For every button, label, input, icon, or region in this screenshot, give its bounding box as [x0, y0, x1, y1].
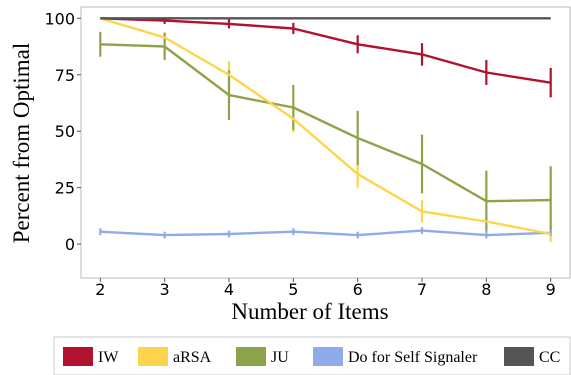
iw-legend-label: IW: [98, 349, 119, 366]
y-tick-label: 50: [55, 122, 75, 141]
error-bars: [99, 17, 552, 242]
x-axis: 2 3 4 5 6 7 8 9: [95, 278, 556, 299]
x-tick-label: 5: [288, 280, 298, 299]
x-tick-label: 8: [481, 280, 491, 299]
iw-legend-swatch: [63, 347, 93, 366]
y-tick-label: 75: [55, 66, 75, 85]
y-axis-title: Percent from Optimal: [9, 43, 34, 244]
legend-frame: [53, 336, 571, 375]
ju-legend-label: JU: [271, 349, 289, 366]
cc-legend-label: CC: [539, 349, 560, 366]
x-tick-label: 4: [224, 280, 234, 299]
arsa-legend-swatch: [138, 347, 168, 366]
cc-legend-swatch: [504, 347, 534, 366]
series-lines: [99, 17, 551, 237]
x-tick-label: 2: [95, 280, 105, 299]
iw-line: [100, 17, 551, 84]
plot-frame: [80, 6, 571, 279]
x-tick-label: 7: [417, 280, 427, 299]
x-tick-label: 6: [353, 280, 363, 299]
do-for-self-signaler-legend-swatch: [313, 347, 343, 366]
x-tick-label: 3: [160, 280, 170, 299]
ju-line: [100, 43, 551, 203]
do-for-self-signaler-legend-label: Do for Self Signaler: [348, 349, 478, 366]
y-tick-label: 0: [65, 235, 75, 254]
x-axis-title: Number of Items: [231, 299, 388, 324]
ju-legend-swatch: [236, 347, 266, 366]
x-tick-label: 9: [546, 280, 556, 299]
y-tick-label: 100: [44, 9, 75, 28]
do-for-self-signaler-line: [100, 229, 551, 237]
arsa-line: [99, 17, 551, 236]
y-axis: 0 25 50 75 100: [44, 9, 81, 254]
arsa-legend-label: aRSA: [173, 349, 212, 366]
legend: IW aRSA JU Do for Self Signaler CC: [53, 336, 571, 375]
y-tick-label: 25: [55, 179, 75, 198]
